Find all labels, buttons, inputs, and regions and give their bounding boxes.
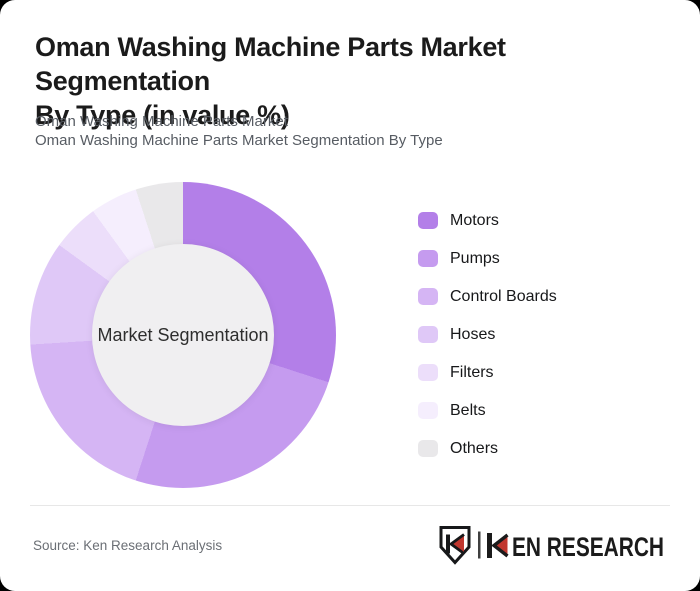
legend-label: Others bbox=[450, 439, 499, 457]
legend-swatch bbox=[418, 288, 438, 305]
source-text: Source: Ken Research Analysis bbox=[33, 538, 223, 553]
footer-divider bbox=[30, 505, 670, 506]
subtitle-line-1: Oman Washing Machine Parts Market bbox=[35, 113, 288, 130]
legend-item-others: Others bbox=[418, 440, 557, 457]
logo-separator bbox=[478, 531, 481, 559]
legend-label: Control Boards bbox=[450, 287, 557, 305]
ken-research-logo: EN RESEARCH bbox=[439, 526, 664, 565]
legend-swatch bbox=[418, 402, 438, 419]
page-title-line-2: By Type (in value %) bbox=[35, 100, 290, 130]
legend-item-belts: Belts bbox=[418, 402, 557, 419]
page-title-line-1: Oman Washing Machine Parts Market Segmen… bbox=[35, 32, 506, 96]
legend-swatch bbox=[418, 326, 438, 343]
legend: Motors Pumps Control Boards Hoses Filters Bel… bbox=[418, 212, 557, 478]
legend-item-pumps: Pumps bbox=[418, 250, 557, 267]
legend-label: Hoses bbox=[450, 325, 496, 343]
subtitle-block: Oman Washing Machine Parts Market Oman W… bbox=[35, 112, 443, 150]
legend-label: Pumps bbox=[450, 249, 500, 267]
logo-k-glyph bbox=[487, 533, 509, 558]
page-title: Oman Washing Machine Parts Market Segmen… bbox=[35, 30, 675, 132]
donut-center-label: Market Segmentation bbox=[97, 324, 269, 345]
shield-icon bbox=[439, 526, 471, 565]
legend-swatch bbox=[418, 250, 438, 267]
subtitle-line-2: Oman Washing Machine Parts Market Segmen… bbox=[35, 132, 443, 149]
legend-label: Filters bbox=[450, 363, 494, 381]
legend-swatch bbox=[418, 364, 438, 381]
logo-text: EN RESEARCH bbox=[512, 532, 664, 562]
donut-chart: Market Segmentation bbox=[30, 182, 336, 488]
legend-swatch bbox=[418, 440, 438, 457]
legend-item-motors: Motors bbox=[418, 212, 557, 229]
legend-item-filters: Filters bbox=[418, 364, 557, 381]
donut-hole: Market Segmentation bbox=[92, 244, 274, 426]
legend-swatch bbox=[418, 212, 438, 229]
legend-label: Motors bbox=[450, 211, 499, 229]
legend-item-hoses: Hoses bbox=[418, 326, 557, 343]
legend-item-control-boards: Control Boards bbox=[418, 288, 557, 305]
legend-label: Belts bbox=[450, 401, 486, 419]
